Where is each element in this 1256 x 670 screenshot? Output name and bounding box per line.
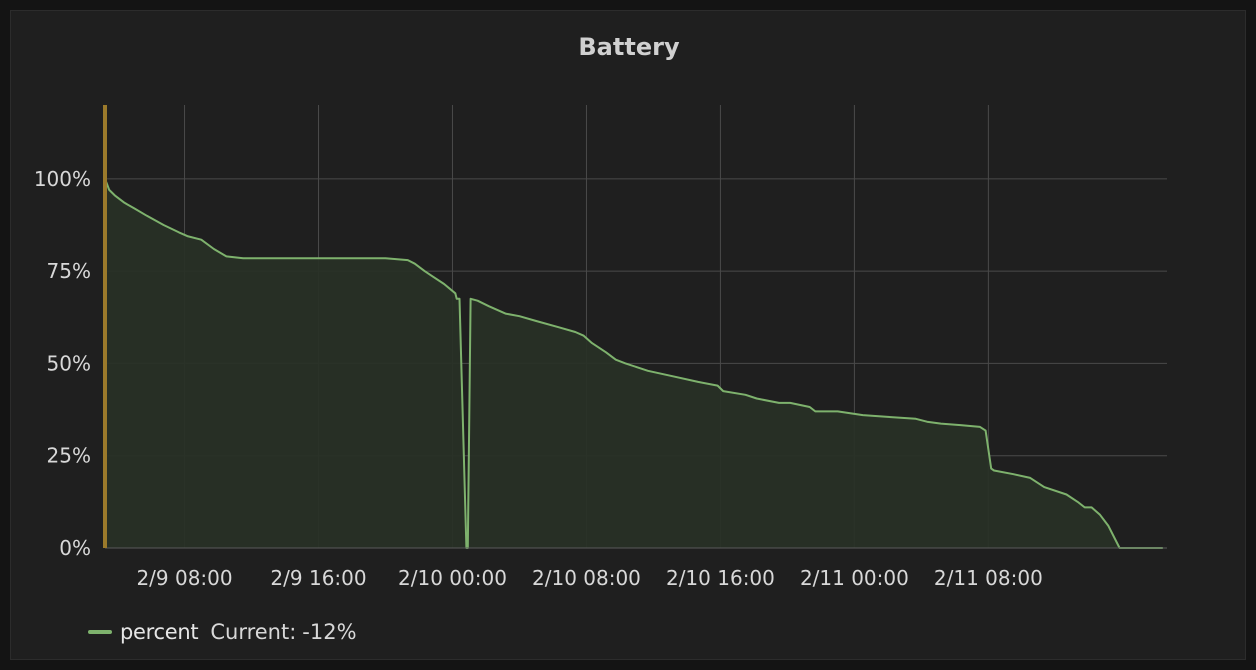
x-tick-label: 2/9 08:00 bbox=[136, 566, 232, 590]
series-area-percent bbox=[105, 178, 1163, 549]
x-tick-label: 2/10 08:00 bbox=[532, 566, 641, 590]
x-tick-label: 2/11 08:00 bbox=[934, 566, 1043, 590]
x-tick-label: 2/10 00:00 bbox=[398, 566, 507, 590]
y-tick-label: 25% bbox=[47, 444, 91, 468]
series-line-percent bbox=[104, 178, 1163, 549]
x-tick-label: 2/10 16:00 bbox=[666, 566, 775, 590]
legend-current-value: -12% bbox=[302, 620, 357, 644]
legend-current-label: Current: bbox=[210, 620, 297, 644]
x-tick-label: 2/9 16:00 bbox=[270, 566, 366, 590]
legend-series-name[interactable]: percent bbox=[120, 620, 199, 644]
time-region-marker bbox=[103, 105, 107, 548]
y-tick-label: 100% bbox=[34, 167, 91, 191]
y-tick-label: 75% bbox=[47, 259, 91, 283]
x-tick-label: 2/11 00:00 bbox=[800, 566, 909, 590]
y-tick-label: 50% bbox=[47, 351, 91, 375]
legend: percent Current: -12% bbox=[88, 619, 357, 645]
panel-title[interactable]: Battery bbox=[578, 33, 680, 61]
legend-swatch[interactable] bbox=[88, 630, 112, 634]
y-tick-label: 0% bbox=[59, 536, 91, 560]
